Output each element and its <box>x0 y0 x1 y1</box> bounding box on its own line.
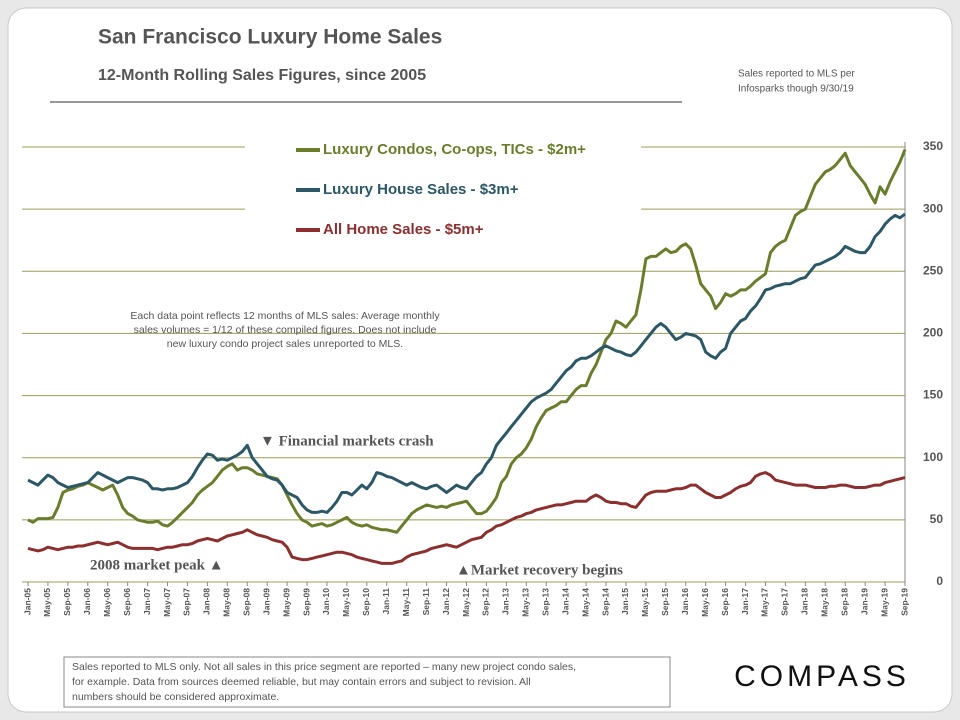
x-tick-label: Jan-07 <box>142 588 152 615</box>
x-tick-label: Sep-05 <box>62 588 72 616</box>
note: new luxury condo project sales unreporte… <box>167 338 403 350</box>
card <box>7 7 953 713</box>
x-tick-label: Jan-17 <box>740 588 750 615</box>
legend-label: All Home Sales - $5m+ <box>323 221 484 238</box>
source-note: Infosparks though 9/30/19 <box>738 84 854 95</box>
note: Each data point reflects 12 months of ML… <box>130 310 440 322</box>
x-tick-label: Sep-16 <box>720 588 730 616</box>
x-tick-label: May-16 <box>700 588 710 617</box>
x-tick-label: Sep-17 <box>780 588 790 616</box>
x-tick-label: Jan-11 <box>381 588 391 615</box>
y-tick-label: 350 <box>923 139 943 153</box>
legend-label: Luxury House Sales - $3m+ <box>323 181 519 198</box>
y-tick-label: 100 <box>923 450 943 464</box>
x-tick-label: May-12 <box>461 588 471 617</box>
legend-label: Luxury Condos, Co-ops, TICs - $2m+ <box>323 141 586 158</box>
footer: numbers should be considered approximate… <box>72 691 279 703</box>
x-tick-label: Jan-15 <box>620 588 630 615</box>
y-tick-label: 150 <box>923 388 943 402</box>
annotation: ▼ Financial markets crash <box>260 433 434 449</box>
x-tick-label: Jan-18 <box>800 588 810 615</box>
x-tick-label: Jan-16 <box>680 588 690 615</box>
x-tick-label: Sep-18 <box>839 588 849 616</box>
series-line <box>27 212 906 514</box>
x-tick-label: Sep-11 <box>421 588 431 616</box>
x-tick-label: Sep-13 <box>540 588 550 616</box>
annotation: ▲Market recovery begins <box>456 562 623 578</box>
source-note: Sales reported to MLS per <box>738 69 855 80</box>
x-tick-label: May-19 <box>879 588 889 617</box>
x-tick-label: May-07 <box>162 588 172 617</box>
y-tick-label: 250 <box>923 263 943 277</box>
x-tick-label: Sep-09 <box>301 588 311 616</box>
footer: Sales reported to MLS only. Not all sale… <box>72 661 576 673</box>
x-tick-label: Jan-05 <box>22 588 32 615</box>
x-tick-label: May-18 <box>820 588 830 617</box>
x-axis: Jan-05 May-05 Sep-05 Jan-06 May-06 Sep-06 Jan-… <box>22 582 909 617</box>
x-tick-label: Jan-09 <box>261 588 271 615</box>
y-tick-label: 300 <box>923 201 943 215</box>
series-line <box>27 148 907 534</box>
x-tick-label: Jan-13 <box>501 588 511 615</box>
x-tick-label: May-05 <box>42 588 52 617</box>
x-tick-label: May-06 <box>102 588 112 617</box>
footer: for example. Data from sources deemed re… <box>72 676 531 688</box>
x-tick-label: May-09 <box>281 588 291 617</box>
x-tick-label: May-15 <box>640 588 650 617</box>
x-tick-label: May-17 <box>760 588 770 617</box>
x-tick-label: Sep-12 <box>481 588 491 616</box>
x-tick-label: Sep-10 <box>361 588 371 616</box>
x-tick-label: May-14 <box>580 588 590 617</box>
x-tick-label: May-11 <box>401 588 411 617</box>
x-tick-label: Jan-06 <box>82 588 92 615</box>
x-tick-label: Jan-14 <box>560 588 570 615</box>
note: sales volumes = 1/12 of these compiled f… <box>134 324 437 336</box>
x-tick-label: Sep-14 <box>600 588 610 616</box>
x-tick-label: May-10 <box>341 588 351 617</box>
x-tick-label: Jan-19 <box>859 588 869 615</box>
y-tick-label: 50 <box>930 512 944 526</box>
x-tick-label: Sep-06 <box>122 588 132 616</box>
y-tick-label: 0 <box>936 574 943 588</box>
footer-box <box>63 656 671 708</box>
x-tick-label: Jan-12 <box>441 588 451 615</box>
chart-title: San Francisco Luxury Home Sales <box>98 26 442 49</box>
x-tick-label: May-13 <box>521 588 531 617</box>
x-tick-label: Sep-15 <box>660 588 670 616</box>
plot <box>27 148 907 565</box>
y-tick-label: 200 <box>923 326 943 340</box>
x-tick-label: Sep-08 <box>242 588 252 616</box>
series-line <box>27 471 906 565</box>
logo: COMPASS <box>734 660 910 693</box>
x-tick-label: May-08 <box>222 588 232 617</box>
legend: Luxury Condos, Co-ops, TICs - $2m+ Luxury… <box>296 141 586 238</box>
chart-subtitle: 12-Month Rolling Sales Figures, since 20… <box>98 67 426 84</box>
x-tick-label: Sep-07 <box>182 588 192 616</box>
x-tick-label: Sep-19 <box>899 588 909 616</box>
annotation: 2008 market peak ▲ <box>90 557 224 573</box>
x-tick-label: Jan-10 <box>321 588 331 615</box>
x-tick-label: Jan-08 <box>202 588 212 615</box>
